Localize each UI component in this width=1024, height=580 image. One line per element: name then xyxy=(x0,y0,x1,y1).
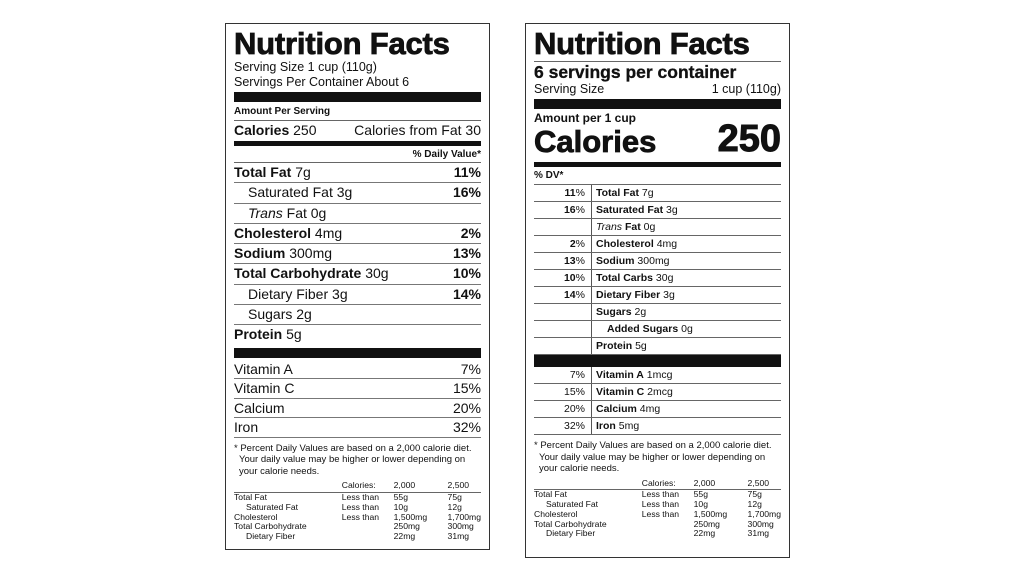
calories-value: 250 xyxy=(717,118,781,160)
table-row: Total Carbohydrate 250mg 300mg xyxy=(534,518,774,529)
nutrient-row: Sodium 300mg 13% xyxy=(234,244,481,265)
table-row: Saturated Fat Less than 10g 12g xyxy=(246,501,462,512)
servings-per-container: 6 servings per container xyxy=(534,61,781,82)
nutrition-label-old: Nutrition Facts Serving Size 1 cup (110g… xyxy=(225,23,490,550)
vitamin-row: Calcium 20% xyxy=(234,399,481,419)
nutrient-row: 16% Saturated Fat 3g xyxy=(534,202,781,219)
table-row: Total Fat Less than 55g 75g xyxy=(534,489,762,500)
vitamin-row: 15% Vitamin C 2mcg xyxy=(534,384,781,401)
table-row: Dietary Fiber 22mg 31mg xyxy=(246,531,470,542)
divider-thick xyxy=(234,347,481,358)
daily-value-header: % Daily Value* xyxy=(234,147,481,163)
table-row: Cholesterol Less than 1,500mg 1,700mg xyxy=(234,511,481,522)
serving-size: Serving Size 1 cup (110g) xyxy=(234,60,377,74)
nutrient-row: 13% Sodium 300mg xyxy=(534,253,781,270)
calories-value: 250 xyxy=(293,122,317,138)
amount-per-cup: Amount per 1 cup xyxy=(534,111,637,125)
divider-thick xyxy=(534,99,781,109)
vitamin-row: Vitamin A 7% xyxy=(234,360,481,380)
table-row: Cholesterol Less than 1,500mg 1,700mg xyxy=(534,508,781,519)
calories-label: Calories xyxy=(534,124,657,159)
vitamin-row: 7% Vitamin A 1mcg xyxy=(534,367,781,384)
divider-medium xyxy=(534,162,781,167)
footnote: * Percent Daily Values are based on a 2,… xyxy=(234,442,472,477)
servings-per-container: Servings Per Container About 6 xyxy=(234,75,410,89)
amount-per-serving: Amount Per Serving xyxy=(234,106,331,117)
serving-size-label: Serving Size xyxy=(534,82,605,96)
nutrient-row: Cholesterol 4mg 2% xyxy=(234,224,481,245)
divider-medium xyxy=(234,141,481,146)
label-title: Nutrition Facts xyxy=(234,26,451,61)
nutrient-row: Trans Fat 0g xyxy=(534,219,781,236)
nutrient-row: Sugars 2g xyxy=(534,304,781,321)
nutrient-row: Saturated Fat 3g 16% xyxy=(234,183,481,204)
calories-row: Calories 250 Calories from Fat 30 xyxy=(234,120,481,140)
vitamin-row: 32% Iron 5mg xyxy=(534,418,781,435)
nutrient-row: Protein 5g xyxy=(534,338,781,355)
nutrient-row: Total Carbohydrate 30g 10% xyxy=(234,264,481,285)
label-title: Nutrition Facts xyxy=(534,26,751,61)
nutrient-row: 11% Total Fat 7g xyxy=(534,185,781,202)
nutrient-row: 2% Cholesterol 4mg xyxy=(534,236,781,253)
table-row: Saturated Fat Less than 10g 12g xyxy=(546,499,762,510)
nutrient-row: Added Sugars 0g xyxy=(534,321,781,338)
serving-size-row: Serving Size 1 cup (110g) xyxy=(534,82,781,97)
nutrient-row: 14% Dietary Fiber 3g xyxy=(534,287,781,304)
footnote: * Percent Daily Values are based on a 2,… xyxy=(534,440,772,474)
table-row: Total Fat Less than 55g 75g xyxy=(234,491,462,502)
vitamin-row: 20% Calcium 4mg xyxy=(534,401,781,418)
dv-header: % DV* xyxy=(534,170,564,181)
nutrient-row: Trans Fat 0g xyxy=(234,204,481,224)
table-row: Total Carbohydrate 250mg 300mg xyxy=(234,521,474,532)
table-row: Dietary Fiber 22mg 31mg xyxy=(546,528,770,539)
calories-label: Calories xyxy=(234,122,290,138)
nutrition-label-new: Nutrition Facts 6 servings per container… xyxy=(525,23,790,558)
daily-value-reference-table: Calories: 2,000 2,500 Total Fat Less tha… xyxy=(234,480,481,542)
nutrient-row: Protein 5g xyxy=(234,326,302,343)
divider-thick xyxy=(534,355,781,367)
nutrient-grid: 11% Total Fat 7g 16% Saturated Fat 3g Tr… xyxy=(534,184,781,435)
nutrient-row: Dietary Fiber 3g 14% xyxy=(234,285,481,306)
serving-size-value: 1 cup (110g) xyxy=(711,82,781,96)
vitamin-row: Vitamin C 15% xyxy=(234,379,481,399)
vitamin-row: Iron 32% xyxy=(234,418,481,438)
calories-row: Calories 250 xyxy=(534,120,782,159)
nutrient-row: 10% Total Carbs 30g xyxy=(534,270,781,287)
nutrient-row: Sugars 2g xyxy=(234,305,481,326)
nutrient-row: Total Fat 7g 11% xyxy=(234,163,481,184)
daily-value-reference-table: Calories: 2,000 2,500 Total Fat Less tha… xyxy=(534,477,781,539)
calories-from-fat: Calories from Fat 30 xyxy=(354,122,481,138)
divider-thick xyxy=(234,92,481,102)
